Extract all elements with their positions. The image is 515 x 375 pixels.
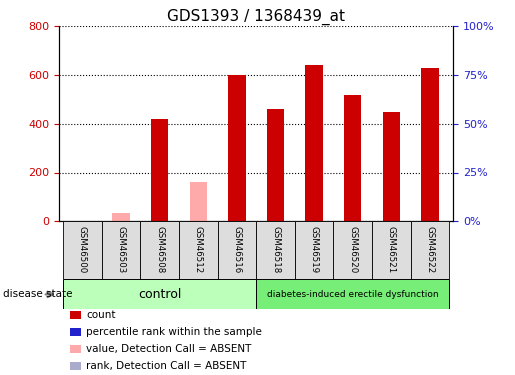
Bar bbox=[267, 109, 284, 221]
Bar bbox=[305, 65, 323, 221]
Bar bbox=[63, 221, 102, 279]
Text: GSM46508: GSM46508 bbox=[155, 225, 164, 273]
Bar bbox=[190, 182, 207, 221]
Bar bbox=[102, 221, 140, 279]
Text: GSM46522: GSM46522 bbox=[425, 225, 435, 273]
Bar bbox=[383, 112, 400, 221]
Text: control: control bbox=[138, 288, 181, 301]
Bar bbox=[372, 221, 410, 279]
Bar bbox=[140, 221, 179, 279]
Text: GSM46512: GSM46512 bbox=[194, 225, 203, 273]
Text: GSM46518: GSM46518 bbox=[271, 225, 280, 273]
Bar bbox=[410, 221, 449, 279]
Bar bbox=[63, 279, 256, 309]
Bar bbox=[344, 94, 362, 221]
Bar bbox=[112, 213, 130, 221]
Text: GSM46503: GSM46503 bbox=[116, 225, 126, 273]
Bar bbox=[421, 68, 439, 221]
Text: GSM46500: GSM46500 bbox=[78, 225, 87, 273]
Text: GSM46519: GSM46519 bbox=[310, 226, 319, 273]
Title: GDS1393 / 1368439_at: GDS1393 / 1368439_at bbox=[167, 9, 345, 25]
Text: count: count bbox=[86, 310, 115, 320]
Text: value, Detection Call = ABSENT: value, Detection Call = ABSENT bbox=[86, 344, 251, 354]
Bar bbox=[179, 221, 217, 279]
Text: diabetes-induced erectile dysfunction: diabetes-induced erectile dysfunction bbox=[267, 290, 439, 299]
Text: GSM46521: GSM46521 bbox=[387, 225, 396, 273]
Bar bbox=[295, 221, 334, 279]
Bar bbox=[151, 119, 168, 221]
Bar bbox=[228, 75, 246, 221]
Text: GSM46520: GSM46520 bbox=[348, 225, 357, 273]
Bar bbox=[256, 221, 295, 279]
Bar bbox=[334, 221, 372, 279]
Bar bbox=[217, 221, 256, 279]
Text: GSM46516: GSM46516 bbox=[232, 225, 242, 273]
Text: percentile rank within the sample: percentile rank within the sample bbox=[86, 327, 262, 337]
Bar bbox=[256, 279, 449, 309]
Text: disease state: disease state bbox=[3, 290, 72, 299]
Text: rank, Detection Call = ABSENT: rank, Detection Call = ABSENT bbox=[86, 361, 246, 370]
